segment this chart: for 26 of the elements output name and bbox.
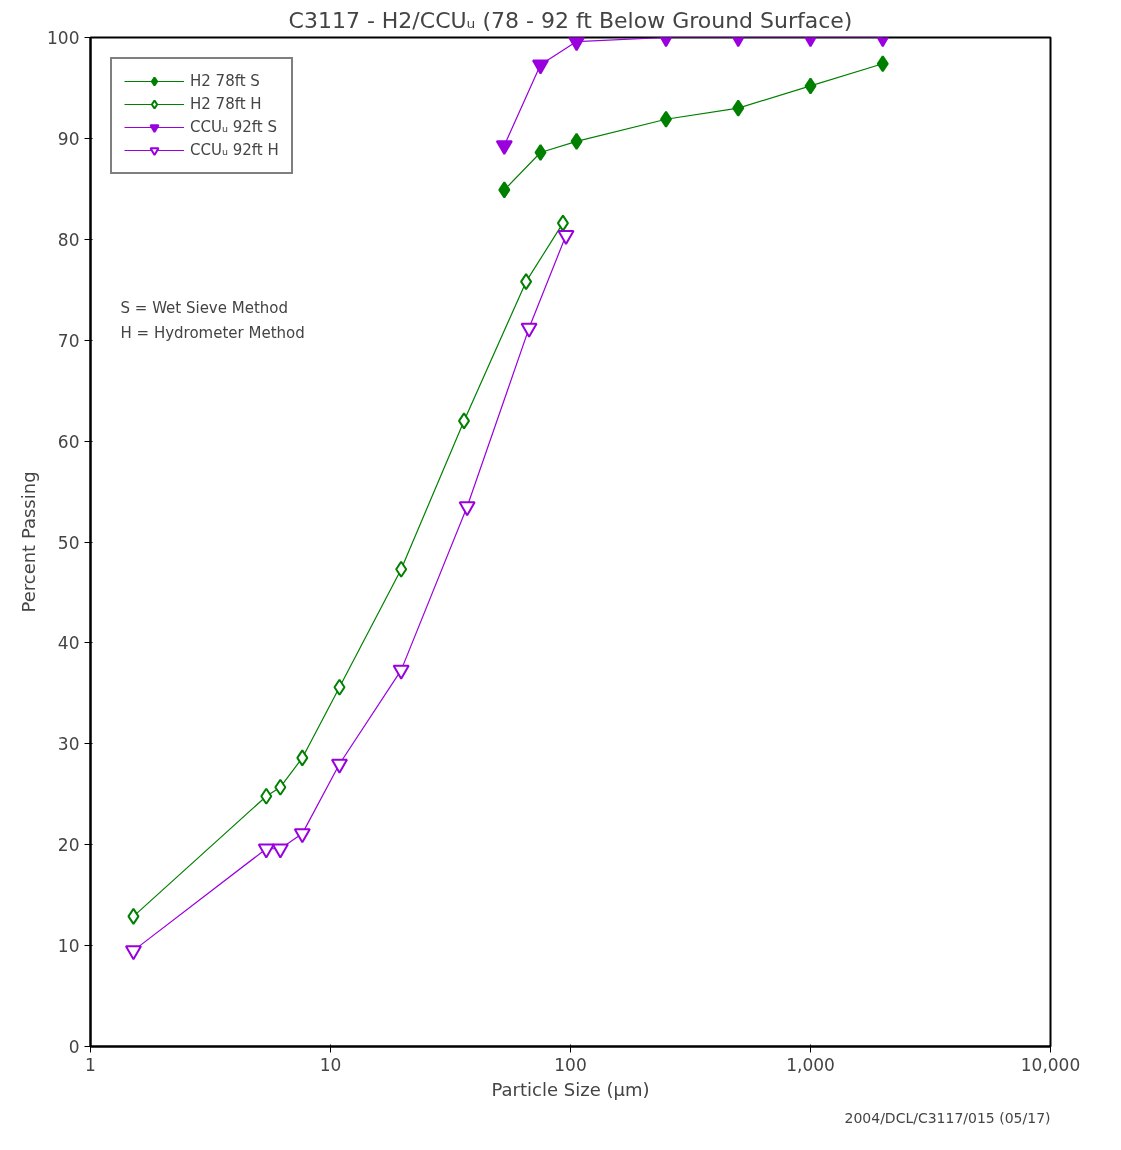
y-tick-label: 60	[57, 431, 80, 452]
legend-label: H2 78ft S	[190, 72, 260, 90]
y-tick-label: 50	[57, 532, 80, 553]
x-tick-label: 10,000	[1020, 1054, 1081, 1075]
y-tick-label: 30	[57, 734, 80, 755]
annotation: H = Hydrometer Method	[120, 323, 305, 342]
y-tick-label: 20	[57, 835, 80, 856]
legend-label: H2 78ft H	[190, 95, 262, 113]
legend-label: CCUᵤ 92ft S	[190, 118, 278, 136]
y-tick-label: 100	[47, 28, 80, 48]
x-tick-label: 100	[554, 1054, 587, 1075]
x-tick-label: 1	[85, 1054, 96, 1075]
y-tick-label: 10	[57, 936, 80, 957]
x-tick-label: 1,000	[786, 1054, 835, 1075]
legend-label: CCUᵤ 92ft H	[190, 141, 279, 159]
y-tick-label: 0	[68, 1037, 80, 1057]
y-tick-label: 40	[57, 633, 80, 654]
y-axis-title: Percent Passing	[18, 471, 40, 613]
text: 2004/DCL/C3117/015 (05/17)	[844, 1109, 1051, 1126]
chart-title: C3117 - H2/CCUᵤ (78 - 92 ft Below Ground Surface)	[288, 7, 853, 33]
annotation: S = Wet Sieve Method	[120, 298, 289, 317]
y-tick-label: 80	[57, 229, 80, 250]
y-tick-label: 70	[57, 330, 80, 351]
y-tick-label: 90	[57, 128, 80, 149]
x-tick-label: 10	[319, 1054, 342, 1075]
x-axis-title: Particle Size (µm)	[491, 1078, 650, 1100]
